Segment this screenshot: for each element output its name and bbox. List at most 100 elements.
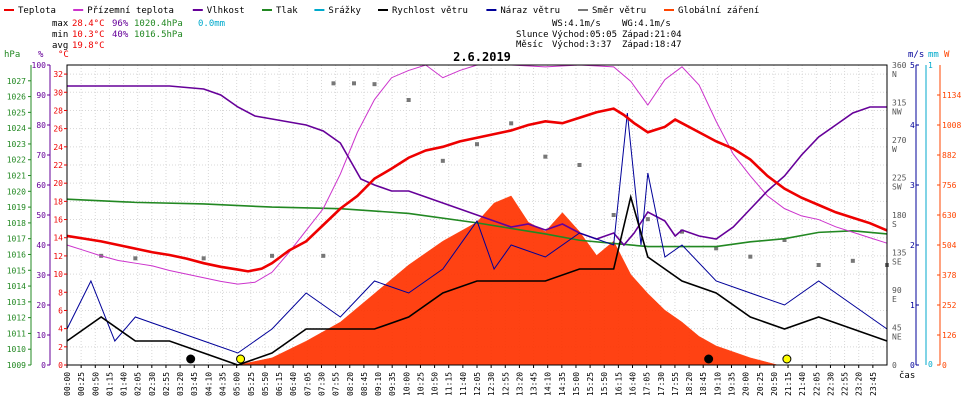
direction-tick-label: W bbox=[892, 145, 897, 154]
time-tick-label: 23:45 bbox=[869, 372, 878, 396]
direction-tick-label: 45 bbox=[892, 324, 902, 333]
series-prizemni-teplota bbox=[66, 64, 888, 285]
temperature-tick-label: 18 bbox=[53, 197, 63, 206]
windspeed-axis-unit: m/s bbox=[908, 50, 924, 60]
info-block: WS:4.1m/s WG:4.1m/s Slunce Východ:05:05 … bbox=[516, 19, 682, 50]
time-tick-label: 17:30 bbox=[657, 372, 666, 396]
temperature-tick-label: 4 bbox=[58, 325, 63, 334]
time-tick-label: 19:35 bbox=[727, 372, 736, 396]
time-tick-label: 13:45 bbox=[530, 372, 539, 396]
temperature-axis-unit: °C bbox=[58, 50, 69, 60]
legend-label-vlhkost: Vlhkost bbox=[207, 6, 245, 16]
direction-tick-label: 0 bbox=[892, 361, 897, 370]
info-mesic-vychod: Východ:3:37 bbox=[552, 40, 612, 50]
x-axis-label: čas bbox=[899, 370, 915, 381]
temperature-tick-label: 6 bbox=[58, 306, 63, 315]
time-tick-label: 05:00 bbox=[233, 372, 242, 396]
time-tick-label: 23:20 bbox=[855, 372, 864, 396]
time-tick-label: 06:15 bbox=[275, 372, 284, 396]
time-tick-label: 21:15 bbox=[784, 372, 793, 396]
radiation-tick-label: 756 bbox=[942, 181, 957, 190]
pressure-tick-label: 1024 bbox=[7, 124, 26, 133]
temperature-tick-label: 30 bbox=[53, 88, 63, 97]
humidity-tick-label: 50 bbox=[36, 211, 46, 220]
direction-tick-label: N bbox=[892, 70, 897, 79]
point-smer-vetru bbox=[850, 258, 855, 263]
time-tick-label: 08:20 bbox=[346, 372, 355, 396]
radiation-tick-label: 252 bbox=[942, 301, 957, 310]
direction-tick-label: 135 bbox=[892, 249, 907, 258]
time-tick-label: 11:15 bbox=[445, 372, 454, 396]
time-tick-label: 22:05 bbox=[812, 372, 821, 396]
radiation-tick-label: 1008 bbox=[942, 121, 961, 130]
time-tick-label: 21:40 bbox=[798, 372, 807, 396]
time-tick-label: 15:50 bbox=[600, 372, 609, 396]
stats-min-label: min bbox=[52, 30, 68, 40]
direction-tick-label: SW bbox=[892, 183, 902, 192]
temperature-tick-label: 14 bbox=[53, 234, 63, 243]
direction-tick-label: 180 bbox=[892, 211, 907, 220]
legend-label-prizemni-teplota: Přízemní teplota bbox=[87, 6, 174, 16]
humidity-tick-label: 0 bbox=[41, 361, 46, 370]
time-tick-label: 12:30 bbox=[487, 372, 496, 396]
time-tick-label: 16:40 bbox=[629, 372, 638, 396]
time-tick-label: 09:35 bbox=[388, 372, 397, 396]
time-tick-label: 06:40 bbox=[289, 372, 298, 396]
point-smer-vetru bbox=[680, 229, 684, 234]
time-tick-label: 04:35 bbox=[219, 372, 228, 396]
stats-avg-label: avg bbox=[52, 41, 68, 51]
info-slunce-label: Slunce bbox=[516, 30, 549, 40]
series-tlak bbox=[66, 198, 888, 248]
time-tick-label: 13:20 bbox=[515, 372, 524, 396]
series-rychlost-vetru bbox=[66, 193, 888, 366]
time-tick-label: 10:50 bbox=[431, 372, 440, 396]
time-tick-label: 09:10 bbox=[374, 372, 383, 396]
pressure-tick-label: 1020 bbox=[7, 187, 26, 196]
rain-tick-label: 1 bbox=[928, 61, 933, 70]
stats-block: max 28.4°C 96% 1020.4hPa 0.0mm min 10.3°… bbox=[52, 19, 225, 51]
direction-tick-label: NE bbox=[892, 333, 902, 342]
humidity-tick-label: 60 bbox=[36, 181, 46, 190]
time-tick-label: 03:20 bbox=[176, 372, 185, 396]
pressure-tick-label: 1023 bbox=[7, 140, 26, 149]
pressure-tick-label: 1027 bbox=[7, 77, 26, 86]
direction-tick-label: 315 bbox=[892, 99, 907, 108]
time-tick-label: 07:30 bbox=[317, 372, 326, 396]
time-tick-label: 01:15 bbox=[105, 372, 114, 396]
point-smer-vetru bbox=[372, 82, 377, 87]
radiation-tick-label: 504 bbox=[942, 241, 957, 250]
time-tick-label: 02:05 bbox=[134, 372, 143, 396]
humidity-tick-label: 10 bbox=[36, 331, 46, 340]
time-tick-label: 10:25 bbox=[416, 372, 425, 396]
temperature-tick-label: 0 bbox=[58, 361, 63, 370]
time-tick-label: 05:50 bbox=[261, 372, 270, 396]
legend-label-rychlost-vetru: Rychlost větru bbox=[392, 6, 468, 16]
point-smer-vetru bbox=[577, 163, 582, 167]
temperature-tick-label: 2 bbox=[58, 343, 63, 352]
time-tick-label: 18:45 bbox=[699, 372, 708, 396]
time-tick-label: 18:20 bbox=[685, 372, 694, 396]
temperature-tick-label: 24 bbox=[53, 143, 63, 152]
info-slunce-vychod: Východ:05:05 bbox=[552, 30, 617, 40]
direction-tick-label: E bbox=[892, 295, 897, 304]
pressure-tick-label: 1014 bbox=[7, 282, 26, 291]
pressure-tick-label: 1022 bbox=[7, 156, 26, 165]
time-tick-label: 15:00 bbox=[572, 372, 581, 396]
pressure-tick-label: 1016 bbox=[7, 250, 26, 259]
time-tick-label: 02:30 bbox=[148, 372, 157, 396]
humidity-tick-label: 30 bbox=[36, 271, 46, 280]
legend-label-tlak: Tlak bbox=[276, 6, 298, 16]
stats-max-temp: 28.4°C bbox=[72, 19, 105, 29]
direction-tick-label: NW bbox=[892, 108, 902, 117]
event-zapad-slunce bbox=[782, 354, 792, 364]
pressure-tick-label: 1011 bbox=[7, 329, 26, 338]
time-tick-label: 03:45 bbox=[190, 372, 199, 396]
humidity-tick-label: 90 bbox=[36, 91, 46, 100]
radiation-tick-label: 126 bbox=[942, 331, 957, 340]
direction-tick-label: 225 bbox=[892, 174, 907, 183]
humidity-tick-label: 70 bbox=[36, 151, 46, 160]
stats-min-temp: 10.3°C bbox=[72, 30, 105, 40]
point-smer-vetru bbox=[748, 254, 753, 259]
windspeed-tick-label: 0 bbox=[910, 361, 915, 370]
time-tick-label: 14:35 bbox=[558, 372, 567, 396]
